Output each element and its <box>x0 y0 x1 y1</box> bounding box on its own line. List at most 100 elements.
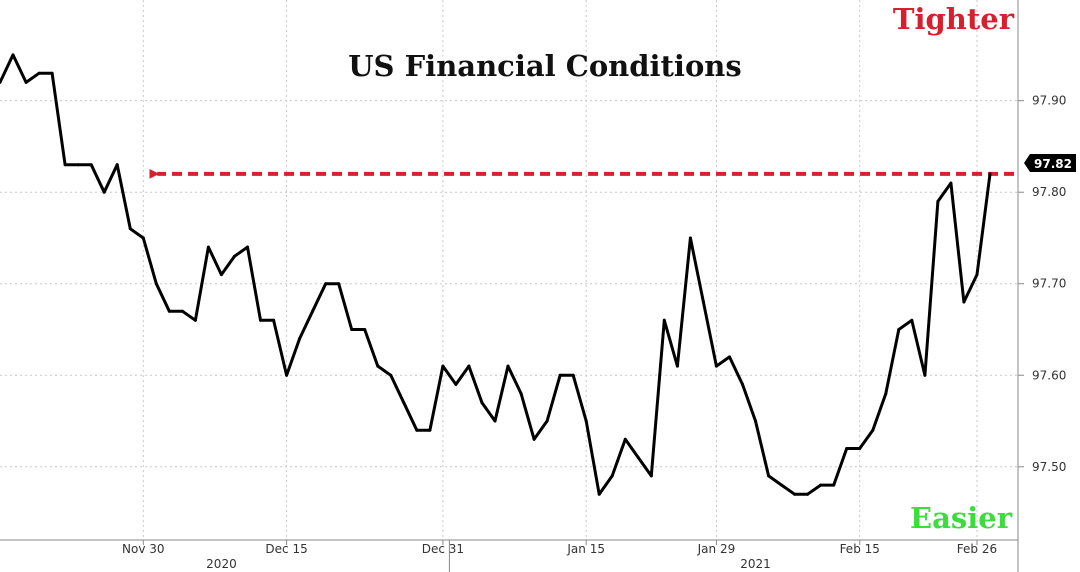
data-point <box>923 373 927 377</box>
data-point <box>128 227 132 231</box>
data-point <box>115 163 119 167</box>
data-point <box>623 437 627 441</box>
data-point <box>193 318 197 322</box>
x-tick-label-5: Feb 15 <box>840 542 880 556</box>
data-point <box>558 373 562 377</box>
y-tick-label-1: 97.60 <box>1032 368 1066 382</box>
data-point <box>154 282 158 286</box>
data-point <box>363 328 367 331</box>
data-point <box>350 328 354 331</box>
data-point <box>519 392 523 396</box>
easier-label: Easier <box>910 501 1013 535</box>
data-point <box>102 190 106 194</box>
data-point <box>467 364 471 368</box>
data-point <box>897 328 901 331</box>
data-point <box>545 419 549 423</box>
data-point <box>571 373 575 377</box>
data-point <box>636 456 640 460</box>
data-point <box>858 447 862 450</box>
y-tick-label-0: 97.50 <box>1032 460 1066 474</box>
y-tick-label-3: 97.80 <box>1032 185 1066 199</box>
data-point <box>441 364 445 368</box>
x-tick-label-3: Jan 15 <box>566 542 605 556</box>
x-tick-label-6: Feb 26 <box>957 542 997 556</box>
x-tick-labels: Nov 30 Dec 15 Dec 31 Jan 15 Jan 29 Feb 15 Feb … <box>122 540 997 571</box>
data-point <box>89 163 93 167</box>
current-value-callout-bg <box>1024 154 1076 172</box>
data-point <box>910 318 914 322</box>
data-point <box>884 392 888 396</box>
data-point <box>832 483 836 487</box>
data-point <box>233 254 236 258</box>
data-point <box>11 53 15 57</box>
data-point <box>532 437 536 441</box>
data-point <box>975 273 979 277</box>
data-point <box>584 419 588 423</box>
current-value-text: 97.82 <box>1034 157 1072 171</box>
data-point <box>819 483 823 487</box>
x-tick-label-0: Nov 30 <box>122 542 165 556</box>
series-layer <box>0 53 992 496</box>
data-point <box>219 273 223 277</box>
data-point <box>962 300 966 304</box>
data-point <box>324 282 328 286</box>
data-point <box>272 318 276 322</box>
grid-layer <box>0 0 1018 572</box>
data-point <box>454 382 458 386</box>
data-point <box>376 364 380 368</box>
data-point <box>793 492 797 496</box>
data-point <box>337 282 341 286</box>
y-tick-label-2: 97.70 <box>1032 277 1066 291</box>
data-point <box>50 71 54 75</box>
data-point <box>37 71 41 75</box>
data-point <box>767 474 771 478</box>
year-label-1: 2021 <box>740 557 771 571</box>
data-point <box>246 245 249 249</box>
data-point <box>285 373 289 377</box>
data-point <box>610 474 614 478</box>
data-point <box>141 236 145 240</box>
year-label-0: 2020 <box>206 557 237 571</box>
data-point <box>180 309 184 313</box>
tighter-label: Tighter <box>893 2 1015 36</box>
data-point <box>63 163 67 167</box>
x-tick-label-4: Jan 29 <box>697 542 736 556</box>
data-point <box>428 428 432 432</box>
y-tick-labels: 97.50 97.60 97.70 97.80 97.90 <box>1018 94 1066 474</box>
data-point <box>76 163 80 167</box>
data-point <box>298 337 302 341</box>
data-point <box>389 373 393 377</box>
data-point <box>206 245 210 249</box>
data-point <box>688 236 692 240</box>
data-point <box>949 181 953 185</box>
data-point <box>480 401 484 405</box>
data-point <box>649 474 653 478</box>
data-point <box>662 318 666 322</box>
data-point <box>402 401 406 405</box>
data-point <box>845 447 849 450</box>
data-point <box>167 309 171 313</box>
data-point <box>0 80 2 84</box>
data-point <box>780 483 784 487</box>
data-point <box>597 492 601 496</box>
data-point <box>871 428 875 432</box>
data-point <box>806 492 810 496</box>
chart-title: US Financial Conditions <box>348 49 741 83</box>
data-point <box>714 364 718 368</box>
data-point <box>24 80 28 84</box>
data-point <box>754 419 757 423</box>
data-point <box>675 364 679 368</box>
data-point <box>311 309 315 313</box>
data-point <box>741 382 744 386</box>
series-line <box>0 53 992 496</box>
data-point <box>728 355 731 359</box>
current-value-callout: 97.82 <box>1024 154 1076 172</box>
y-tick-label-4: 97.90 <box>1032 94 1066 108</box>
x-tick-label-1: Dec 15 <box>265 542 307 556</box>
data-point <box>415 428 419 432</box>
data-point <box>988 172 992 176</box>
data-point <box>701 300 705 304</box>
x-tick-label-2: Dec 31 <box>422 542 464 556</box>
data-point <box>259 318 262 322</box>
